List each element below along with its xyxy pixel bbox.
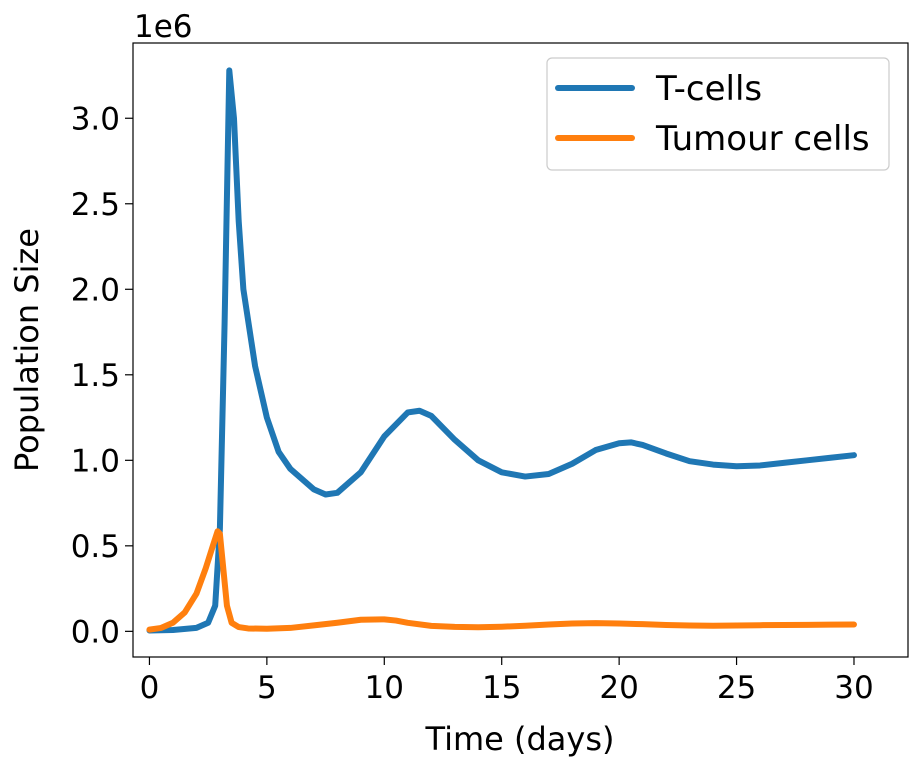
y-tick-label: 2.0 [71,272,120,308]
y-axis: 0.0 0.5 1.0 1.5 2.0 2.5 3.0 [71,101,133,650]
series-line-t-cells [146,67,857,634]
plot-frame [132,42,909,658]
x-axis: 0 5 10 15 20 25 30 [140,657,874,706]
series-line-tumour-cells [146,528,857,633]
y-tick-label: 1.5 [71,358,120,394]
legend-label-t-cells: T-cells [655,69,762,109]
x-tick-label: 0 [140,670,160,706]
legend: T-cells Tumour cells [546,57,890,171]
y-tick-label: 3.0 [71,101,120,137]
y-tick-label: 0.0 [71,614,120,650]
x-tick-label: 20 [599,670,638,706]
x-tick-label: 30 [834,670,873,706]
y-axis-label: Population Size [8,228,46,472]
y-tick-label: 0.5 [71,529,120,565]
y-offset-label: 1e6 [134,9,193,45]
x-tick-label: 5 [257,670,277,706]
x-tick-label: 15 [482,670,521,706]
y-tick-label: 2.5 [71,187,120,223]
x-tick-label: 10 [365,670,404,706]
legend-label-tumour-cells: Tumour cells [655,119,870,159]
plot-lines [146,67,857,634]
x-tick-label: 25 [717,670,756,706]
x-axis-label: Time (days) [425,720,615,758]
y-tick-label: 1.0 [71,443,120,479]
